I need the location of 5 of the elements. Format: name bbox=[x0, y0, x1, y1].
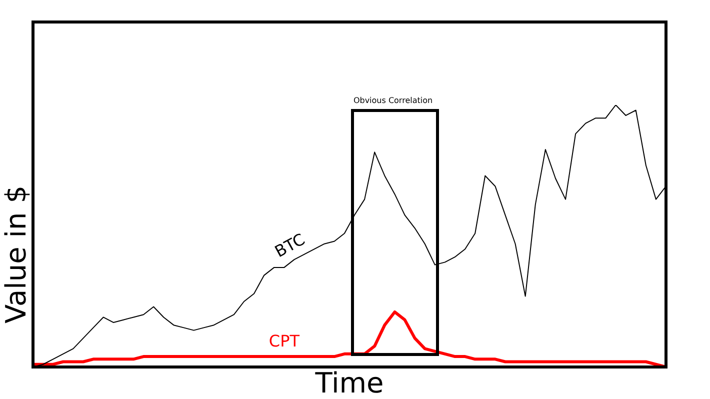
y-axis-title: Value in $ bbox=[0, 185, 32, 324]
text: BTC bbox=[272, 230, 308, 262]
annotation: Obvious Correlation bbox=[353, 96, 433, 106]
x-axis-title: Time bbox=[314, 366, 384, 399]
series-label: CPT bbox=[268, 332, 300, 351]
